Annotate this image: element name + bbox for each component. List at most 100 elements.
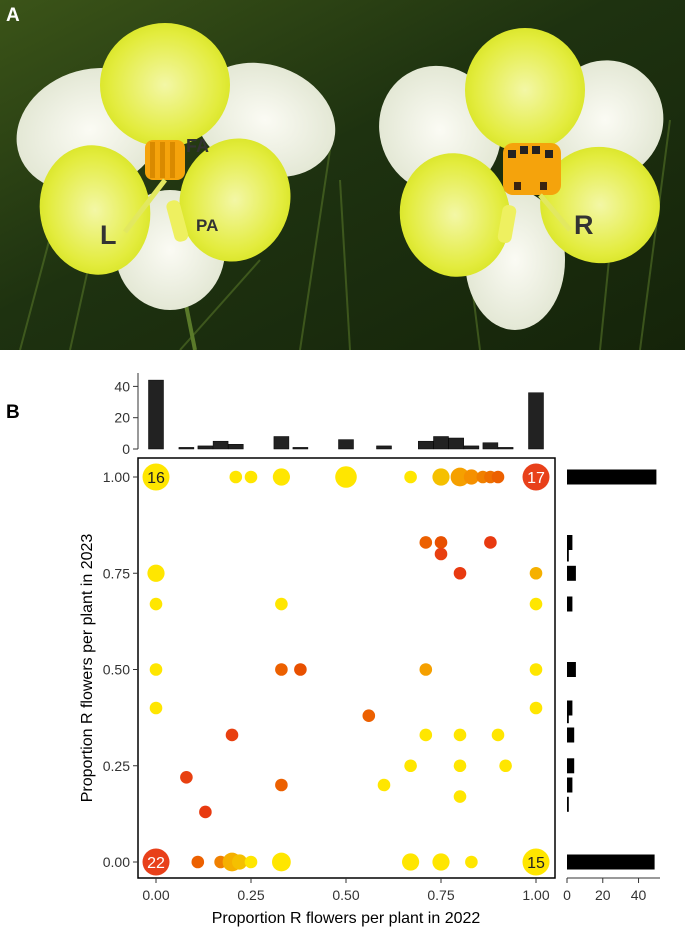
scatter-point <box>225 728 239 742</box>
scatter-point <box>453 728 467 742</box>
top-histogram-bar <box>448 437 464 450</box>
scatter-point <box>404 759 417 773</box>
label-fa: FA <box>186 136 209 156</box>
scatter-point <box>419 663 433 676</box>
y-tick-label: 0.25 <box>103 758 130 774</box>
x-tick-label: 1.00 <box>522 887 549 903</box>
scatter-point <box>529 566 543 580</box>
scatter-point <box>404 470 417 484</box>
scatter-point <box>272 468 290 486</box>
scatter-point <box>499 759 512 773</box>
top-histogram-bar <box>338 439 354 450</box>
scatter-point <box>529 597 543 611</box>
right-histogram-bar <box>567 777 573 793</box>
grass-blades <box>19 119 671 350</box>
y-tick-label: 0.75 <box>103 565 130 581</box>
scatter-point <box>275 663 288 676</box>
left-flower <box>16 23 336 350</box>
y-tick-label: 0.00 <box>103 854 130 870</box>
y-axis-title: Proportion R flowers per plant in 2023 <box>79 534 96 803</box>
right-yellow-tepal-right <box>540 146 660 264</box>
scatter-point <box>491 728 505 742</box>
top-histogram-bar <box>197 445 214 450</box>
right-histogram-bar <box>567 700 573 716</box>
scatter-point <box>232 854 248 870</box>
scatter-point <box>335 466 357 488</box>
x-tick-label: 0.50 <box>332 887 359 903</box>
right-yellow-tepal-top <box>465 28 585 152</box>
right-histogram-bar <box>567 565 576 581</box>
left-yellow-tepal-top <box>100 23 230 147</box>
scatter-point <box>275 597 288 611</box>
labeled-point <box>522 848 550 876</box>
scatter-point <box>244 470 258 484</box>
scatter-point <box>450 467 470 487</box>
top-hist-tick-label: 20 <box>114 410 130 426</box>
scatter-point <box>453 566 467 580</box>
scatter-point <box>294 663 307 676</box>
labeled-point <box>142 848 170 876</box>
scatter-point <box>149 701 163 715</box>
scatter-point <box>432 853 450 871</box>
scatter-point <box>419 728 433 742</box>
scatter-point <box>272 852 291 872</box>
scatter-point <box>529 701 543 715</box>
scatter-point <box>419 536 433 549</box>
right-histogram-bar <box>567 758 575 774</box>
scatter-point <box>434 536 448 549</box>
right-yellow-tepal-left <box>399 153 511 277</box>
scatter-point <box>244 855 258 869</box>
left-yellow-tepal-left <box>39 145 151 275</box>
scatter-point <box>491 470 505 484</box>
label-left: L <box>100 220 117 250</box>
top-histogram-bar <box>376 445 392 450</box>
top-histogram-bar <box>273 436 290 450</box>
scatter-point <box>149 597 163 611</box>
label-right: R <box>574 210 594 240</box>
top-histogram-bar <box>148 379 164 450</box>
top-histogram-bar <box>497 447 514 450</box>
labeled-point <box>142 463 170 491</box>
right-pollinating-anther <box>497 205 517 243</box>
left-pollinating-anther <box>166 200 189 242</box>
scatter-point <box>529 663 543 676</box>
right-histogram-bar <box>567 796 569 812</box>
labeled-point-count: 15 <box>527 855 545 872</box>
right-histogram: 0 20 40 <box>563 469 660 903</box>
right-hist-tick-label: 20 <box>595 887 611 903</box>
left-yellow-tepal-right <box>179 138 291 262</box>
top-histogram-bar <box>463 445 480 450</box>
right-style <box>538 193 572 232</box>
x-tick-label: 0.00 <box>142 887 169 903</box>
scatter-point <box>432 468 450 486</box>
x-axis-title: Proportion R flowers per plant in 2022 <box>212 910 481 927</box>
x-tick-label: 0.25 <box>237 887 264 903</box>
scatter-point <box>465 855 478 869</box>
right-histogram-bar <box>567 535 573 550</box>
top-hist-tick-label: 40 <box>114 378 130 394</box>
panel-letter-b: B <box>6 402 20 423</box>
scatter-point <box>463 469 479 485</box>
label-pa: PA <box>196 216 218 235</box>
right-anther-cluster <box>503 143 561 195</box>
left-style <box>123 178 167 234</box>
scatter-point <box>147 564 165 582</box>
scatter-point <box>362 709 376 722</box>
scatter-point <box>191 855 205 869</box>
right-hist-tick-label: 40 <box>631 887 647 903</box>
top-histogram-bar <box>528 392 544 450</box>
labeled-point-count: 17 <box>527 470 545 487</box>
y-tick-label: 0.50 <box>103 662 130 678</box>
right-histogram-bar <box>567 727 575 743</box>
labeled-point <box>522 463 550 491</box>
top-hist-tick-label: 0 <box>122 441 130 457</box>
points-layer <box>147 466 543 872</box>
flower-photograph: A FA PA L R <box>0 0 685 350</box>
top-histogram: 0 20 40 <box>114 373 544 457</box>
scatter-point <box>149 663 163 676</box>
top-histogram-bar <box>418 440 434 450</box>
right-histogram-bar <box>567 596 573 612</box>
top-histogram-bar <box>292 447 309 450</box>
right-histogram-bar <box>567 469 657 485</box>
top-histogram-bar <box>228 444 244 450</box>
